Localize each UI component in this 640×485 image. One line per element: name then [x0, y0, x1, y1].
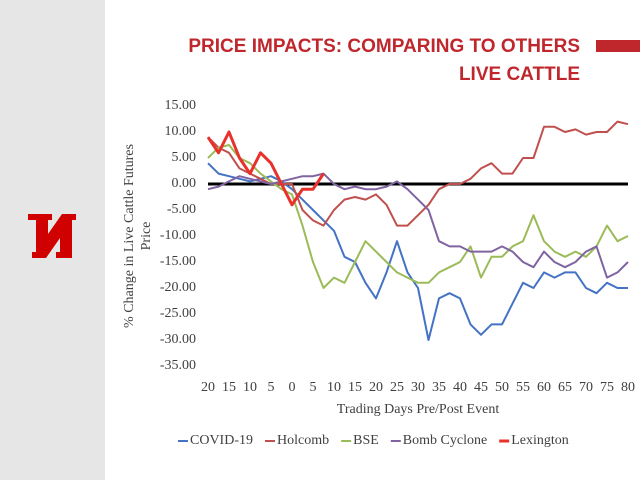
- y-tick-label: -20.00: [160, 280, 196, 295]
- chart-subtitle: LIVE CATTLE: [459, 64, 580, 85]
- x-tick-label: 10: [243, 380, 257, 395]
- x-tick-label: 55: [516, 380, 530, 395]
- x-tick-label: 45: [474, 380, 488, 395]
- x-tick-label: 40: [453, 380, 467, 395]
- y-tick-label: -25.00: [160, 306, 196, 321]
- series-line: [207, 144, 629, 289]
- x-tick-label: 60: [537, 380, 551, 395]
- logo: [28, 214, 76, 258]
- x-tick-label: 75: [600, 380, 614, 395]
- y-axis-label: Price: [139, 222, 154, 251]
- x-tick-label: 70: [579, 380, 593, 395]
- y-tick-label: 10.00: [165, 124, 197, 139]
- x-tick-label: 25: [390, 380, 404, 395]
- legend-label: BSE: [353, 433, 379, 448]
- legend-label: Bomb Cyclone: [403, 433, 487, 448]
- y-tick-label: 5.00: [172, 150, 197, 165]
- x-tick-label: 0: [289, 380, 296, 395]
- x-tick-label: 15: [222, 380, 236, 395]
- series-line: [207, 172, 629, 279]
- y-tick-label: 0.00: [172, 176, 197, 191]
- y-tick-label: 15.00: [165, 98, 197, 113]
- x-tick-label: 15: [348, 380, 362, 395]
- y-tick-label: -30.00: [160, 332, 196, 347]
- x-tick-label: 50: [495, 380, 509, 395]
- legend-label: Holcomb: [277, 433, 329, 448]
- legend-label: Lexington: [511, 433, 569, 448]
- x-tick-label: 65: [558, 380, 572, 395]
- x-tick-label: 20: [369, 380, 383, 395]
- x-tick-label: 20: [201, 380, 215, 395]
- chart-title: PRICE IMPACTS: COMPARING TO OTHERS: [188, 36, 580, 57]
- x-tick-label: 5: [310, 380, 317, 395]
- y-tick-label: -5.00: [167, 202, 196, 217]
- x-axis-label: Trading Days Pre/Post Event: [337, 402, 500, 417]
- legend-label: COVID-19: [190, 433, 253, 448]
- x-tick-label: 30: [411, 380, 425, 395]
- y-axis-label: % Change in Live Cattle Futures: [122, 144, 137, 328]
- title-bar: [596, 40, 640, 52]
- y-tick-label: -15.00: [160, 254, 196, 269]
- x-tick-label: 5: [268, 380, 275, 395]
- y-tick-label: -35.00: [160, 358, 196, 373]
- series-line: [206, 130, 325, 207]
- x-tick-label: 35: [432, 380, 446, 395]
- series-line: [207, 120, 629, 227]
- y-tick-label: -10.00: [160, 228, 196, 243]
- x-tick-label: 10: [327, 380, 341, 395]
- x-tick-label: 80: [621, 380, 635, 395]
